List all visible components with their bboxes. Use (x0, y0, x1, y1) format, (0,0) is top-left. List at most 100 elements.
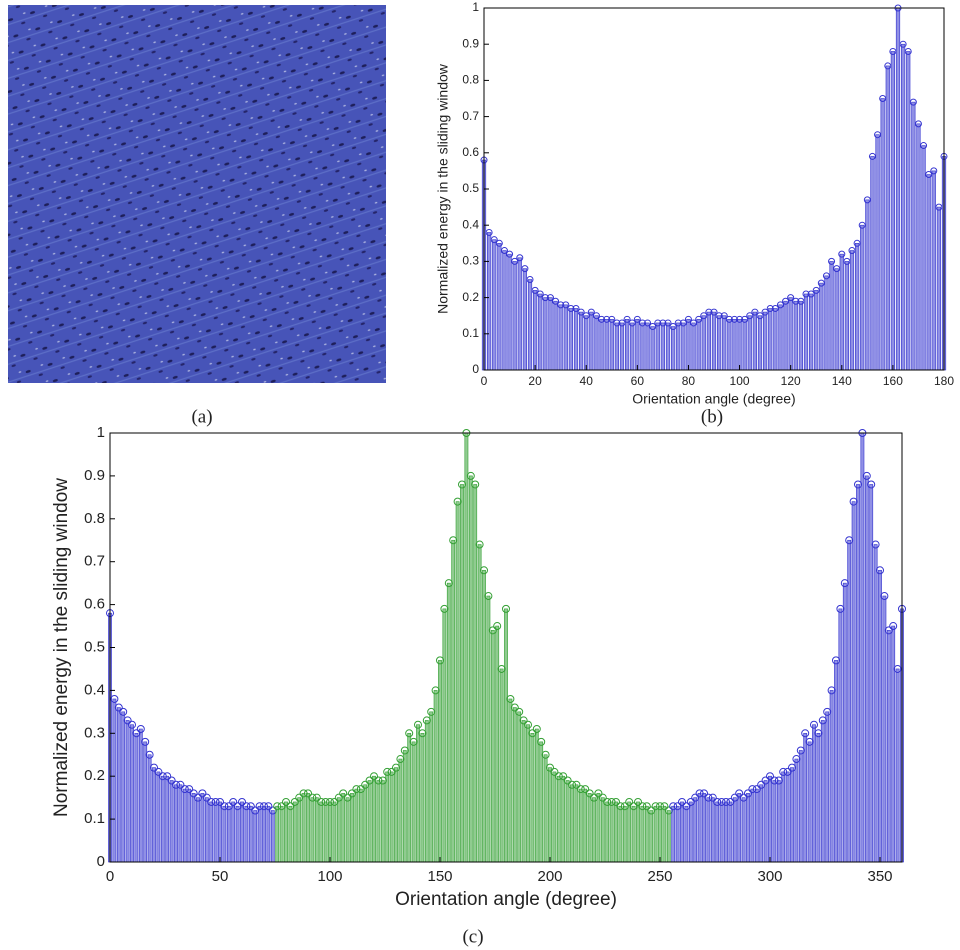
bar (558, 304, 563, 371)
bar (686, 319, 691, 371)
bar (706, 797, 711, 863)
bar (288, 805, 293, 863)
stem-marker (741, 315, 749, 323)
stem-marker (577, 308, 585, 316)
x-tick-label: 300 (757, 868, 782, 885)
bar (552, 771, 557, 863)
bar (512, 707, 517, 863)
bar (717, 315, 722, 371)
stem-marker (405, 729, 414, 738)
bar (693, 797, 698, 863)
stem-marker (154, 767, 163, 776)
stem-marker (185, 785, 194, 794)
bar (502, 250, 507, 371)
bar (742, 319, 747, 371)
bar (619, 322, 625, 371)
stem-marker (705, 308, 713, 316)
bar (561, 775, 566, 863)
bar (737, 793, 742, 863)
bar (702, 793, 706, 863)
bar (543, 297, 548, 371)
bar (534, 728, 539, 863)
bar (367, 780, 372, 863)
stem-marker (531, 286, 539, 294)
stem-marker (828, 257, 836, 265)
bar (860, 432, 865, 863)
bar (926, 174, 931, 371)
stem-marker (524, 720, 532, 729)
stem-marker (598, 315, 606, 323)
bar (323, 801, 328, 863)
stem-marker (552, 297, 560, 305)
bar (746, 793, 750, 863)
bar (842, 582, 847, 863)
stem-marker (654, 319, 662, 327)
bar (134, 732, 139, 863)
bar (844, 261, 849, 371)
bar (640, 805, 645, 863)
bar (521, 720, 526, 863)
panel-label: (a) (191, 406, 212, 427)
bar (372, 775, 376, 863)
stem-marker (802, 290, 810, 298)
bar (112, 698, 117, 863)
stem-marker (541, 750, 550, 759)
bar (901, 43, 906, 371)
bar (266, 805, 271, 863)
bar (825, 711, 830, 863)
stem-marker (562, 301, 570, 309)
stem-marker (853, 239, 861, 247)
bar (486, 595, 491, 863)
bar (691, 322, 696, 371)
y-tick-label: 0.5 (462, 181, 479, 195)
bar (798, 300, 803, 371)
bar (248, 805, 253, 863)
stem-marker (848, 247, 856, 255)
y-tick-label: 0.7 (462, 109, 479, 123)
stem-marker (822, 272, 830, 280)
bar (783, 300, 788, 371)
stem-marker (710, 308, 718, 316)
bar (773, 308, 778, 371)
bar (328, 801, 332, 863)
stem-marker (720, 312, 728, 320)
stem-marker (150, 763, 158, 772)
stem-marker (935, 203, 943, 211)
stem-marker (623, 315, 631, 323)
stem-marker (674, 319, 682, 327)
bar (790, 767, 794, 863)
stem-marker (787, 294, 795, 302)
bar (174, 784, 178, 863)
x-tick-label: 160 (883, 374, 903, 388)
stem-marker (867, 480, 876, 489)
bar (222, 805, 227, 863)
bar (710, 797, 715, 863)
bar (732, 797, 737, 863)
bar (257, 805, 262, 863)
stem-marker (550, 767, 559, 776)
bar (890, 51, 895, 371)
stem-marker (592, 312, 600, 320)
stem-marker (771, 304, 779, 312)
bar (345, 797, 350, 863)
stem-marker (679, 319, 687, 327)
stem-marker (559, 772, 568, 781)
stem-marker (581, 785, 590, 794)
stem-marker (879, 95, 887, 102)
stem-marker (229, 797, 238, 806)
panel-label: (b) (701, 406, 723, 427)
bar (354, 788, 359, 863)
bar (402, 750, 407, 863)
stem-marker (899, 40, 907, 48)
bar (573, 308, 579, 371)
stem-marker (282, 797, 290, 806)
stem-marker (807, 290, 815, 298)
bar (645, 322, 650, 371)
bar (860, 224, 865, 371)
stem-marker (546, 763, 554, 772)
stem-marker (909, 98, 917, 106)
stem-marker (746, 312, 754, 320)
stem-marker (585, 789, 594, 798)
bar (468, 475, 473, 863)
bar (389, 771, 394, 863)
